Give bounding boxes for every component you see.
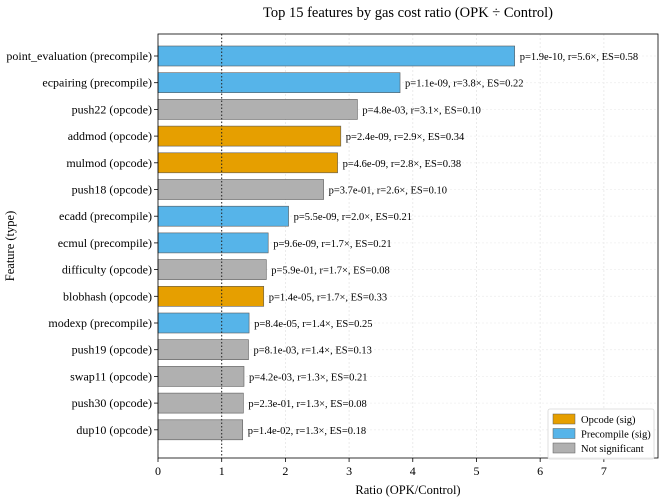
x-tick-label: 7	[601, 464, 607, 478]
y-tick-label: ecpairing (precompile)	[42, 76, 152, 90]
bar-annotation: p=3.7e-01, r=2.6×, ES=0.10	[329, 186, 447, 197]
bars	[157, 45, 515, 441]
bar	[157, 99, 358, 120]
bar	[157, 72, 401, 93]
x-tick-label: 5	[473, 464, 479, 478]
y-tick-label: mulmod (opcode)	[66, 156, 152, 170]
y-tick-label: blobhash (opcode)	[63, 289, 152, 303]
y-tick-label: dup10 (opcode)	[76, 423, 152, 437]
bar-annotation: p=4.8e-03, r=3.1×, ES=0.10	[362, 105, 480, 116]
x-axis-label: Ratio (OPK/Control)	[355, 483, 460, 497]
legend-swatch	[552, 428, 576, 439]
x-tick-label: 3	[346, 464, 352, 478]
y-tick-labels: point_evaluation (precompile) ecpairing (…	[6, 49, 158, 437]
bar-annotation: p=8.4e-05, r=1.4×, ES=0.25	[254, 319, 372, 330]
legend-label: Precompile (sig)	[581, 430, 651, 441]
bar	[157, 366, 245, 387]
y-tick-label: push22 (opcode)	[72, 102, 152, 116]
y-tick-label: ecmul (precompile)	[58, 236, 152, 250]
y-tick-label: addmod (opcode)	[68, 129, 152, 143]
y-tick-label: push19 (opcode)	[72, 343, 152, 357]
bar-annotation: p=4.6e-09, r=2.8×, ES=0.38	[343, 159, 461, 170]
plot-frame	[157, 33, 659, 459]
bar	[157, 419, 244, 441]
bar-annotation: p=2.4e-09, r=2.9×, ES=0.34	[346, 132, 465, 143]
bar-annotation: p=1.4e-05, r=1.7×, ES=0.33	[269, 292, 387, 303]
y-tick-label: ecadd (precompile)	[59, 209, 152, 223]
bar	[157, 45, 515, 67]
x-tick-label: 6	[537, 464, 543, 478]
x-tick-label: 4	[410, 464, 416, 478]
x-tick-labels: 0 1 2 3 4 5 6 7	[155, 458, 607, 478]
bar	[157, 152, 338, 174]
legend-label: Opcode (sig)	[581, 415, 636, 426]
y-tick-label: swap11 (opcode)	[70, 369, 152, 383]
x-tick-label: 0	[155, 464, 161, 478]
y-tick-label: difficulty (opcode)	[62, 263, 152, 277]
bar	[157, 312, 250, 334]
bar	[157, 125, 342, 147]
bar-annotations: p=1.9e-10, r=5.6×, ES=0.58 p=1.1e-09, r=3…	[248, 52, 638, 437]
x-tick-label: 1	[219, 464, 225, 478]
bar	[157, 285, 265, 307]
bar-annotation: p=2.3e-01, r=1.3×, ES=0.08	[248, 399, 366, 410]
bar	[157, 339, 249, 361]
bar	[157, 259, 267, 280]
y-axis-label: Feature (type)	[3, 211, 17, 281]
x-tick-label: 2	[282, 464, 288, 478]
bar-annotation: p=4.2e-03, r=1.3×, ES=0.21	[249, 372, 367, 383]
bar-annotation: p=5.9e-01, r=1.7×, ES=0.08	[271, 266, 389, 277]
bar-annotation: p=9.6e-09, r=1.7×, ES=0.21	[273, 239, 391, 250]
bar-annotation: p=1.9e-10, r=5.6×, ES=0.58	[520, 52, 638, 63]
y-tick-label: push30 (opcode)	[72, 396, 152, 410]
chart-title: Top 15 features by gas cost ratio (OPK ÷…	[263, 5, 553, 21]
bar-annotation: p=8.1e-03, r=1.4×, ES=0.13	[253, 346, 371, 357]
bar	[157, 205, 289, 227]
bar	[157, 392, 244, 414]
legend-swatch	[552, 442, 576, 454]
y-tick-label: push18 (opcode)	[72, 183, 152, 197]
bar-annotation: p=1.1e-09, r=3.8×, ES=0.22	[405, 79, 523, 90]
legend: Opcode (sig) Precompile (sig) Not signific…	[547, 408, 655, 460]
bar-annotation: p=1.4e-02, r=1.3×, ES=0.18	[248, 426, 366, 437]
y-tick-label: point_evaluation (precompile)	[6, 49, 152, 63]
bar	[157, 179, 324, 200]
legend-swatch	[552, 413, 576, 425]
bar	[157, 232, 269, 254]
y-tick-label: modexp (precompile)	[48, 316, 152, 330]
legend-label: Not significant	[581, 444, 644, 455]
bar-annotation: p=5.5e-09, r=2.0×, ES=0.21	[294, 212, 412, 223]
